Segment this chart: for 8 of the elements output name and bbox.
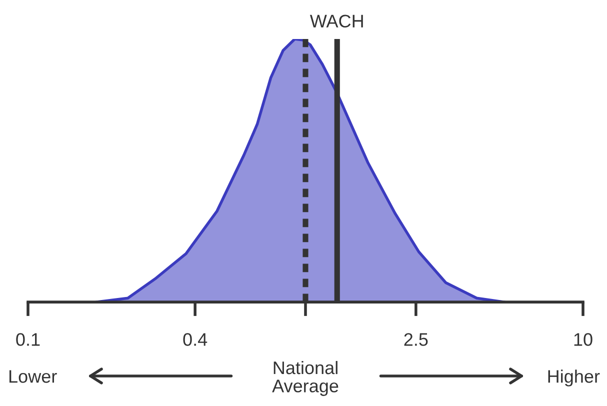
- x-tick-label: 0.1: [16, 333, 40, 346]
- x-tick-label: 10: [574, 333, 592, 346]
- ref-line-label: WACH: [310, 14, 363, 28]
- x-tick-label: 2.5: [404, 333, 428, 346]
- text: National Average: [272, 360, 338, 396]
- text: Higher: [548, 370, 600, 386]
- text: Lower: [9, 370, 57, 383]
- x-tick-label: 0.4: [183, 333, 208, 346]
